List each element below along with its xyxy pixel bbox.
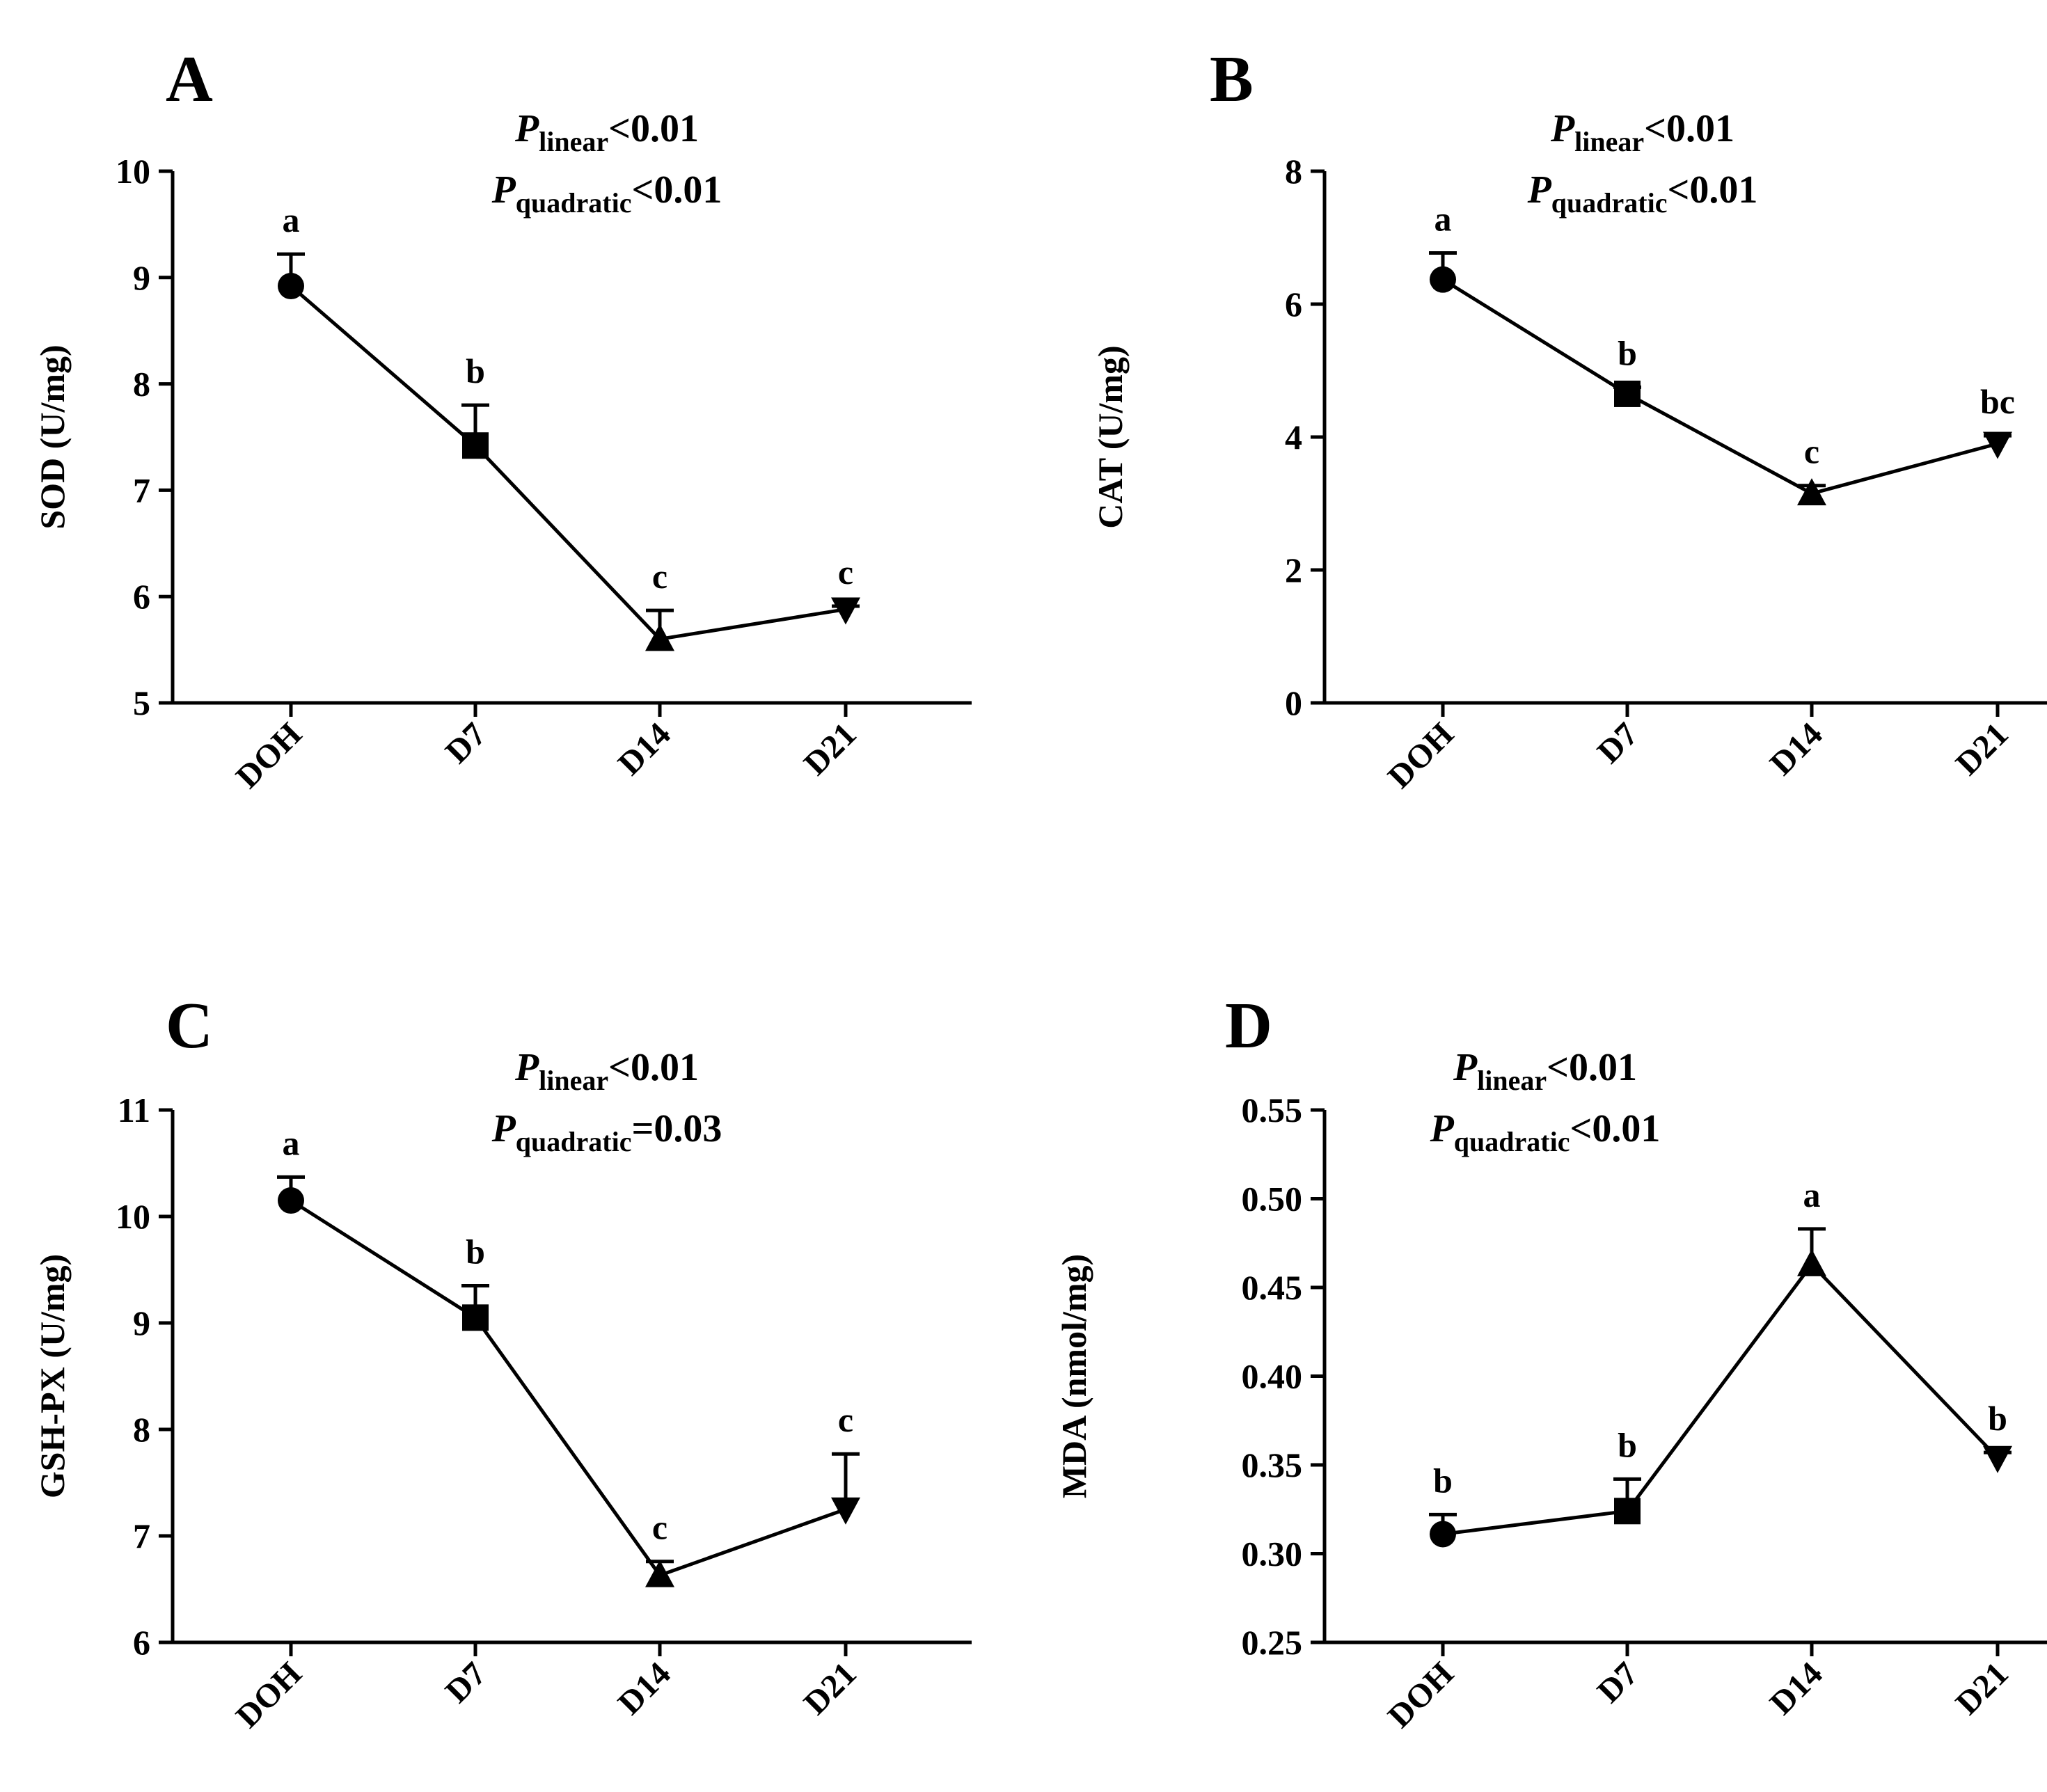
panel-a: A Plinear<0.01 Pquadratic<0.01 5 6 7 8 9 10 SOD (… (33, 43, 972, 795)
panel-b-series-line (1441, 278, 1998, 495)
panel-b-ytick-label: 4 (1285, 418, 1302, 457)
panel-d-sig-label: a (1803, 1175, 1821, 1214)
panel-b-point-doh (1430, 266, 1456, 293)
panel-d-ytick-label: 0.35 (1242, 1445, 1303, 1484)
panel-a-sig-label: a (283, 200, 300, 239)
panel-c-sig-label: c (838, 1400, 853, 1439)
panel-b-point-d14 (1797, 478, 1826, 506)
panel-a-ytick-label: 8 (133, 365, 150, 404)
panel-c-p-line2: Pquadratic=0.03 (491, 1107, 722, 1157)
panel-b-sig-label: a (1435, 199, 1452, 238)
panel-a-point-doh (278, 273, 304, 300)
panel-b-ytick-label: 8 (1285, 152, 1302, 191)
panel-a-p-line1: Plinear<0.01 (514, 107, 699, 157)
panel-d-ytick-label: 0.40 (1242, 1357, 1303, 1396)
panel-a-letter: A (166, 43, 213, 116)
panel-a-ytick-label: 6 (133, 577, 150, 616)
panel-b-p-line1: Plinear<0.01 (1550, 107, 1734, 157)
panel-a-series-line (290, 285, 846, 641)
panel-d-series-line (1442, 1261, 1999, 1536)
panel-d-point-d21 (1983, 1445, 2012, 1473)
panel-d-ytick-label: 0.25 (1242, 1623, 1303, 1662)
panel-c-p-line1: Plinear<0.01 (514, 1046, 699, 1096)
panel-c-ylabel: GSH-PX (U/mg) (33, 1254, 72, 1498)
panel-b-ylabel: CAT (U/mg) (1091, 345, 1130, 528)
panel-c-ytick-label: 7 (133, 1516, 150, 1555)
panel-b-ytick-label: 0 (1285, 683, 1302, 722)
panel-b-sig-label: c (1804, 432, 1819, 471)
panel-b-point-d7 (1614, 380, 1641, 407)
panel-c-series-line (290, 1198, 846, 1578)
panel-d-p-line1: Plinear<0.01 (1453, 1046, 1637, 1096)
panel-a-sig-label: b (466, 351, 485, 390)
panel-a-ytick-label: 5 (133, 683, 150, 722)
panel-b-letter: B (1210, 43, 1254, 116)
panel-a-point-d7 (462, 432, 489, 459)
panel-c-point-doh (278, 1187, 304, 1214)
panel-c: C Plinear<0.01 Pquadratic=0.03 6 7 8 9 10 11 GSH-… (33, 990, 972, 1735)
panel-a-sig-label: c (838, 553, 853, 592)
panel-d-point-d7 (1614, 1498, 1641, 1525)
panel-a-ylabel: SOD (U/mg) (33, 344, 72, 529)
panel-b-sig-label: bc (1980, 382, 2015, 421)
panel-d-p-line2: Pquadratic<0.01 (1430, 1107, 1661, 1157)
panel-a-ytick-label: 10 (116, 152, 150, 191)
panel-c-point-d7 (462, 1304, 489, 1331)
panel-a-point-d14 (645, 624, 674, 651)
panel-d-ytick-label: 0.30 (1242, 1535, 1303, 1573)
panel-d-sig-label: b (1433, 1461, 1453, 1500)
panel-c-point-d14 (645, 1560, 674, 1587)
panel-c-ytick-label: 9 (133, 1303, 150, 1342)
panel-c-ytick-label: 10 (116, 1197, 150, 1236)
panel-b-sig-label: b (1618, 333, 1637, 372)
panel-b-p-line2: Pquadratic<0.01 (1527, 168, 1758, 219)
panel-a-p-line2: Pquadratic<0.01 (491, 168, 722, 219)
panel-b-point-d21 (1983, 431, 2012, 459)
panel-d-letter: D (1225, 990, 1272, 1062)
panel-d-point-d14 (1797, 1248, 1826, 1276)
panel-a-ytick-label: 9 (133, 258, 150, 297)
panel-b-ytick-label: 6 (1285, 285, 1302, 324)
panel-c-ytick-label: 6 (133, 1623, 150, 1662)
panel-a-sig-label: c (652, 557, 667, 596)
panel-d-ylabel: MDA (nmol/mg) (1054, 1254, 1093, 1498)
panel-d-sig-label: b (1988, 1399, 2007, 1438)
panel-a-point-d21 (831, 597, 860, 625)
panel-d-ytick-label: 0.55 (1242, 1091, 1303, 1129)
panel-c-sig-label: b (466, 1232, 485, 1271)
panel-d-point-doh (1430, 1521, 1456, 1548)
panel-c-ytick-label: 11 (118, 1091, 150, 1129)
panel-c-sig-label: a (283, 1123, 300, 1162)
panel-c-sig-label: c (652, 1508, 667, 1547)
panel-c-point-d21 (831, 1497, 860, 1525)
panel-b-ytick-label: 2 (1285, 550, 1302, 589)
panel-c-letter: C (166, 990, 213, 1062)
panel-d-ytick-label: 0.50 (1242, 1180, 1303, 1219)
panel-d-sig-label: b (1618, 1425, 1637, 1464)
panel-c-ytick-label: 8 (133, 1410, 150, 1449)
panel-d-ytick-label: 0.45 (1242, 1268, 1303, 1307)
panel-a-ytick-label: 7 (133, 470, 150, 509)
